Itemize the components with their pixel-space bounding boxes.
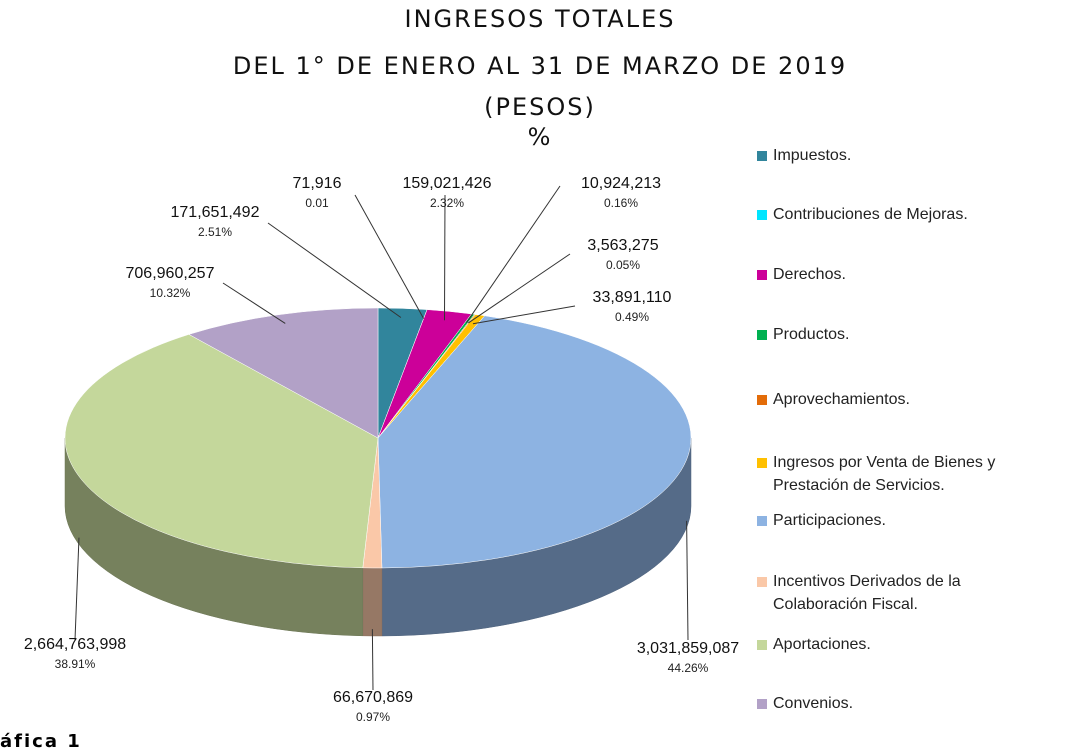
- legend-swatch: [757, 458, 767, 468]
- leader-line: [465, 185, 561, 324]
- pie-slice: [188, 307, 379, 439]
- value-label: 3,031,859,087: [637, 640, 739, 657]
- value-label: 706,960,257: [126, 265, 215, 282]
- leader-line: [686, 520, 689, 641]
- value-label: 66,670,869: [333, 689, 413, 706]
- legend-label: Aportaciones.: [773, 636, 871, 653]
- legend-label: Impuestos.: [773, 147, 852, 164]
- legend-swatch: [757, 210, 767, 220]
- legend-swatch: [757, 699, 767, 709]
- pie-slice: [377, 315, 692, 569]
- percent-label: 2.32%: [430, 196, 464, 210]
- leader-line: [222, 282, 286, 324]
- value-label: 10,924,213: [581, 175, 661, 192]
- legend-label: Derechos.: [773, 266, 846, 283]
- chart-title: INGRESOS TOTALES: [405, 5, 676, 33]
- leader-line: [467, 253, 571, 324]
- legend-label: Incentivos Derivados de la Colaboración …: [773, 573, 961, 613]
- legend-swatch: [757, 270, 767, 280]
- pie-slice: [64, 334, 379, 569]
- legend-swatch: [757, 577, 767, 587]
- legend-label: Contribuciones de Mejoras.: [773, 206, 968, 223]
- percent-label: 0.16%: [604, 196, 638, 210]
- legend-swatch: [757, 395, 767, 405]
- chart-subtitle: DEL 1° DE ENERO AL 31 DE MARZO DE 2019: [233, 52, 847, 80]
- percent-label: %: [528, 123, 553, 151]
- caption: áfica 1: [0, 731, 82, 752]
- value-label: 33,891,110: [593, 289, 672, 306]
- leader-line: [443, 194, 446, 321]
- value-label: 2,664,763,998: [24, 636, 126, 653]
- percent-label: 44.26%: [668, 661, 709, 675]
- value-label: 71,916: [293, 175, 342, 192]
- percent-label: 0.01: [305, 196, 329, 210]
- leader-line: [354, 194, 425, 319]
- legend-swatch: [757, 640, 767, 650]
- percent-label: 0.05%: [606, 258, 640, 272]
- percent-label: 0.49%: [615, 310, 649, 324]
- pie-side: [362, 567, 383, 637]
- value-label: 3,563,275: [587, 237, 658, 254]
- percent-label: 38.91%: [55, 657, 96, 671]
- leader-line: [267, 222, 402, 318]
- leader-line: [371, 629, 374, 691]
- percent-label: 10.32%: [150, 286, 191, 300]
- legend-label: Aprovechamientos.: [773, 391, 910, 408]
- percent-label: 0.97%: [356, 710, 390, 724]
- legend-swatch: [757, 330, 767, 340]
- legend-label: Productos.: [773, 326, 850, 343]
- unit-label: (PESOS): [484, 93, 596, 121]
- legend-swatch: [757, 151, 767, 161]
- leader-line: [74, 537, 80, 641]
- pie-top: [64, 307, 692, 569]
- leader-line: [472, 305, 576, 325]
- legend-label: Convenios.: [773, 695, 854, 712]
- value-label: 171,651,492: [171, 204, 260, 221]
- legend-label: Ingresos por Venta de Bienes y Prestació…: [773, 454, 996, 494]
- legend-swatch: [757, 516, 767, 526]
- value-label: 159,021,426: [403, 175, 492, 192]
- percent-label: 2.51%: [198, 225, 232, 239]
- legend-label: Participaciones.: [773, 512, 886, 529]
